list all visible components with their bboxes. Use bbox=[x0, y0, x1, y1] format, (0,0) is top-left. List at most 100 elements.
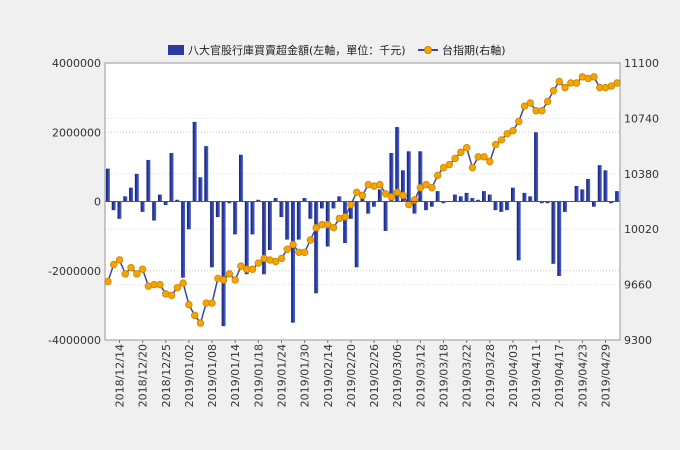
bar bbox=[534, 132, 539, 202]
bar bbox=[557, 201, 562, 276]
bar bbox=[308, 201, 313, 219]
index-point bbox=[237, 262, 245, 270]
bar bbox=[204, 146, 209, 202]
x-tick-label: 2019/03/06 bbox=[391, 344, 404, 407]
bar bbox=[337, 196, 342, 202]
index-point bbox=[410, 196, 419, 204]
index-point bbox=[572, 79, 581, 87]
bar bbox=[354, 201, 359, 268]
bar bbox=[221, 201, 226, 327]
bar bbox=[528, 196, 533, 202]
right-tick-label: 10380 bbox=[624, 168, 659, 181]
index-point bbox=[526, 99, 535, 107]
bar bbox=[476, 199, 481, 202]
bar bbox=[453, 194, 458, 202]
bar bbox=[320, 201, 324, 209]
bar bbox=[348, 201, 353, 219]
index-point bbox=[179, 279, 187, 287]
bar bbox=[464, 192, 469, 202]
bar bbox=[487, 194, 492, 202]
legend-bar-swatch bbox=[168, 45, 184, 55]
bar bbox=[372, 201, 377, 207]
index-point bbox=[300, 248, 309, 256]
x-tick-label: 2019/03/28 bbox=[484, 344, 497, 407]
bar bbox=[117, 201, 122, 219]
bar bbox=[146, 159, 151, 202]
index-point bbox=[462, 143, 471, 152]
line-series bbox=[104, 73, 621, 327]
x-tick-label: 2019/01/02 bbox=[183, 344, 196, 407]
index-point bbox=[306, 236, 315, 244]
bar bbox=[597, 165, 602, 202]
x-tick-label: 2019/01/14 bbox=[229, 344, 242, 407]
bar bbox=[140, 201, 145, 212]
bar bbox=[296, 201, 301, 240]
bar bbox=[482, 191, 486, 202]
index-point bbox=[549, 86, 558, 95]
index-point bbox=[439, 163, 448, 172]
bar bbox=[233, 201, 238, 235]
index-point bbox=[138, 265, 147, 273]
index-point bbox=[422, 180, 430, 189]
bar bbox=[123, 196, 128, 202]
bar bbox=[580, 189, 585, 202]
legend-line-label: 台指期(右軸) bbox=[442, 43, 506, 57]
bar bbox=[215, 201, 220, 218]
index-point bbox=[104, 277, 112, 286]
right-tick-label: 9660 bbox=[624, 279, 652, 292]
index-point bbox=[555, 77, 563, 86]
plot-border bbox=[104, 62, 621, 341]
x-tick-label: 2019/04/29 bbox=[600, 344, 613, 407]
bar bbox=[383, 201, 388, 231]
x-tick-label: 2019/01/30 bbox=[299, 344, 312, 407]
bar bbox=[343, 201, 348, 244]
bar bbox=[198, 177, 203, 202]
bar bbox=[418, 151, 423, 202]
bar bbox=[516, 201, 521, 261]
index-point bbox=[219, 276, 228, 284]
x-tick-label: 2019/04/23 bbox=[576, 344, 589, 407]
index-point bbox=[445, 160, 453, 169]
index-point bbox=[393, 188, 401, 196]
bar bbox=[493, 201, 498, 211]
index-point bbox=[196, 319, 205, 327]
index-point bbox=[405, 200, 413, 209]
x-tick-label: 2018/12/14 bbox=[113, 344, 126, 407]
bar bbox=[227, 201, 232, 204]
bar bbox=[545, 201, 550, 204]
right-tick-label: 11100 bbox=[624, 57, 659, 70]
index-point bbox=[156, 280, 164, 289]
bar bbox=[129, 187, 134, 202]
bar bbox=[244, 201, 249, 275]
index-point bbox=[109, 260, 118, 269]
bar bbox=[169, 153, 174, 202]
bar bbox=[435, 191, 440, 202]
index-point bbox=[543, 97, 552, 106]
left-tick-label: -4000000 bbox=[48, 334, 101, 347]
index-point bbox=[208, 299, 216, 307]
legend-bar-label: 八大官股行庫買賣超金額(左軸，單位：千元) bbox=[188, 43, 406, 57]
bar bbox=[522, 192, 527, 202]
x-tick-label: 2019/01/24 bbox=[275, 344, 288, 407]
index-point bbox=[486, 157, 494, 166]
index-point bbox=[468, 163, 477, 172]
left-tick-label: 4000000 bbox=[52, 57, 101, 70]
index-point bbox=[590, 73, 598, 81]
index-point bbox=[428, 183, 436, 192]
index-point bbox=[509, 127, 517, 135]
index-point bbox=[115, 256, 124, 264]
bar bbox=[302, 198, 307, 202]
bar bbox=[591, 201, 596, 207]
bar bbox=[389, 153, 394, 202]
bar bbox=[158, 194, 162, 202]
right-tick-label: 9300 bbox=[624, 334, 652, 347]
bar bbox=[331, 201, 336, 209]
index-point bbox=[190, 311, 199, 320]
bar bbox=[239, 154, 243, 202]
index-point bbox=[272, 257, 280, 266]
index-point bbox=[457, 148, 465, 156]
index-point bbox=[416, 183, 425, 192]
bar bbox=[395, 127, 400, 202]
index-point bbox=[387, 193, 396, 201]
bar bbox=[192, 121, 197, 202]
